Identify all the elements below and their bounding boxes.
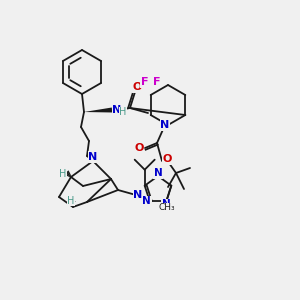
- Text: CH₃: CH₃: [158, 203, 175, 212]
- Text: N: N: [160, 120, 169, 130]
- Text: F: F: [153, 77, 160, 87]
- Text: N: N: [142, 196, 151, 206]
- Text: H: H: [59, 169, 67, 179]
- Text: N: N: [88, 152, 98, 162]
- Polygon shape: [84, 107, 112, 112]
- Text: N: N: [154, 168, 162, 178]
- Text: N: N: [112, 105, 122, 115]
- Text: N: N: [162, 199, 171, 209]
- Text: N: N: [134, 190, 142, 200]
- Text: O: O: [132, 82, 142, 92]
- Text: O: O: [162, 154, 172, 164]
- Polygon shape: [70, 201, 76, 207]
- Text: H: H: [119, 107, 127, 117]
- Text: H: H: [67, 196, 75, 206]
- Text: O: O: [134, 143, 144, 153]
- Text: F: F: [141, 77, 148, 87]
